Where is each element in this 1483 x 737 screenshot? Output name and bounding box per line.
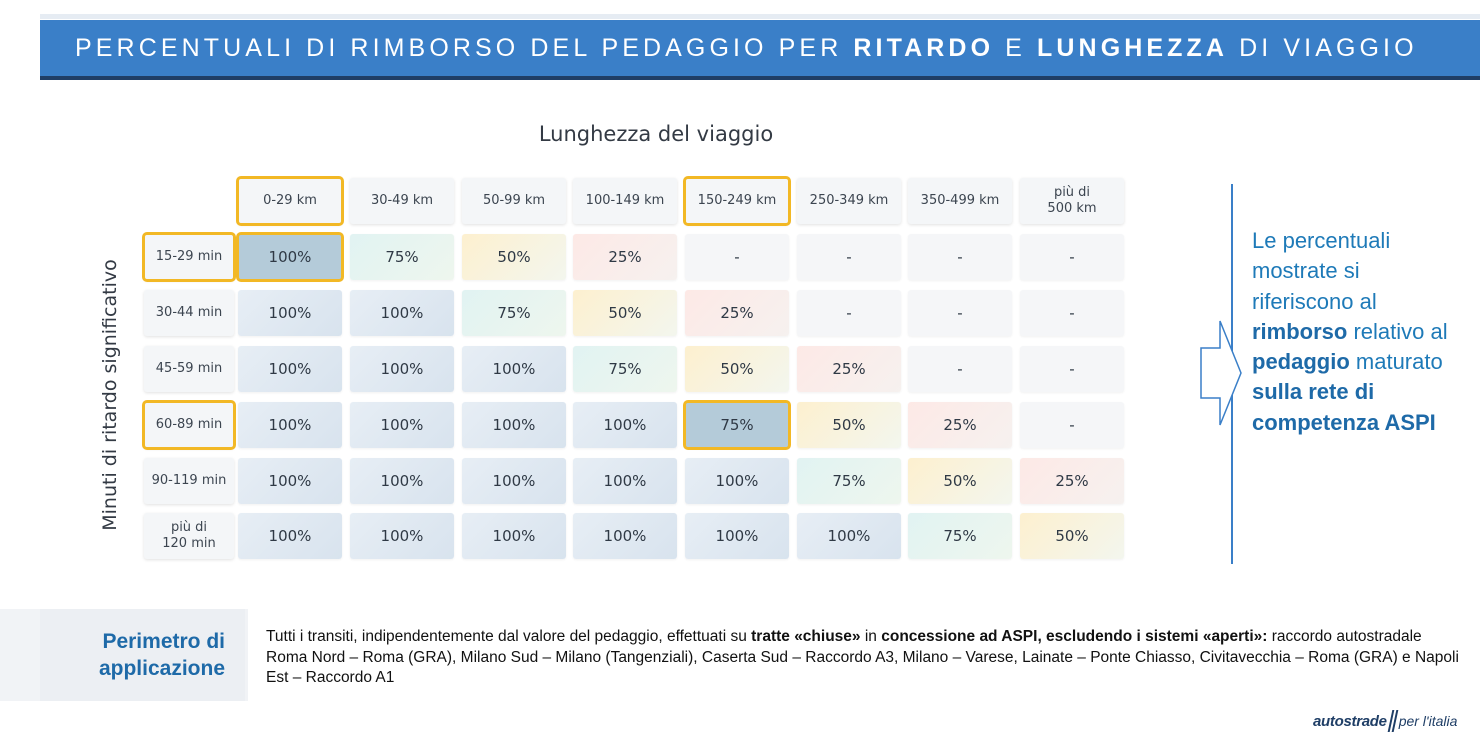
table-cell: - [908,346,1012,392]
table-cell: - [797,290,901,336]
table-cell: - [1020,234,1124,280]
table-cell: 100% [238,346,342,392]
logo-brand: autostrade [1313,712,1387,730]
side-note: Le percentuali mostrate si riferiscono a… [1252,228,1448,435]
table-cell: 100% [685,458,789,504]
top-rule [40,14,1480,19]
column-header: 50-99 km [462,178,566,224]
table-cell: 100% [462,402,566,448]
autostrade-logo: autostrade per l'italia [1313,708,1457,734]
perimeter-text: Tutti i transiti, indipendentemente dal … [248,609,1483,701]
table-cell: 100% [350,402,454,448]
table-cell: 50% [685,346,789,392]
table-cell: - [797,234,901,280]
table-cell: 100% [238,458,342,504]
table-cell: 100% [236,232,344,282]
table-cell: 25% [908,402,1012,448]
table-cell: 75% [350,234,454,280]
row-header: più di 120 min [144,513,234,559]
column-header: 150-249 km [683,176,791,226]
table-cell: 100% [797,513,901,559]
table-title: Lunghezza del viaggio [538,122,774,146]
table-cell: 100% [573,513,677,559]
table-cell: 50% [908,458,1012,504]
logo-bars-icon [1387,710,1399,732]
row-header: 45-59 min [144,346,234,392]
table-cell: 100% [350,513,454,559]
table-cell: - [1020,346,1124,392]
row-header: 90-119 min [144,458,234,504]
table-cell: 50% [573,290,677,336]
table-cell: - [908,234,1012,280]
table-cell: 100% [238,513,342,559]
column-header: 30-49 km [350,178,454,224]
table-cell: 50% [462,234,566,280]
table-cell: 100% [238,402,342,448]
row-header: 15-29 min [142,232,236,282]
table-cell: 100% [350,290,454,336]
row-header: 60-89 min [142,400,236,450]
table-cell: 25% [573,234,677,280]
table-cell: - [1020,402,1124,448]
table-cell: 75% [908,513,1012,559]
row-header: 30-44 min [144,290,234,336]
table-cell: 75% [462,290,566,336]
table-cell: 75% [797,458,901,504]
table-cell: 25% [797,346,901,392]
table-cell: 25% [685,290,789,336]
table-cell: - [685,234,789,280]
table-cell: 75% [683,400,791,450]
title-banner: PERCENTUALI DI RIMBORSO DEL PEDAGGIO PER… [40,20,1480,76]
table-cell: 100% [685,513,789,559]
column-header: 0-29 km [236,176,344,226]
table-cell: 100% [238,290,342,336]
table-cell: 100% [462,346,566,392]
table-cell: 100% [573,402,677,448]
table-row-axis-label: Minuti di ritardo significativo [99,259,121,531]
logo-tagline: per l'italia [1398,713,1458,729]
arrow-right-icon [1200,320,1242,426]
column-header: 250-349 km [797,178,901,224]
table-cell: 50% [797,402,901,448]
table-cell: - [1020,290,1124,336]
table-cell: 100% [350,458,454,504]
table-cell: 50% [1020,513,1124,559]
table-cell: 100% [462,513,566,559]
table-cell: 100% [573,458,677,504]
table-cell: 100% [350,346,454,392]
table-cell: 75% [573,346,677,392]
column-header: 100-149 km [573,178,677,224]
column-header: più di 500 km [1020,178,1124,224]
table-cell: 25% [1020,458,1124,504]
table-cell: - [908,290,1012,336]
table-cell: 100% [462,458,566,504]
perimeter-label: Perimetro di applicazione [40,609,245,701]
page-title: PERCENTUALI DI RIMBORSO DEL PEDAGGIO PER… [75,33,1418,62]
column-header: 350-499 km [908,178,1012,224]
